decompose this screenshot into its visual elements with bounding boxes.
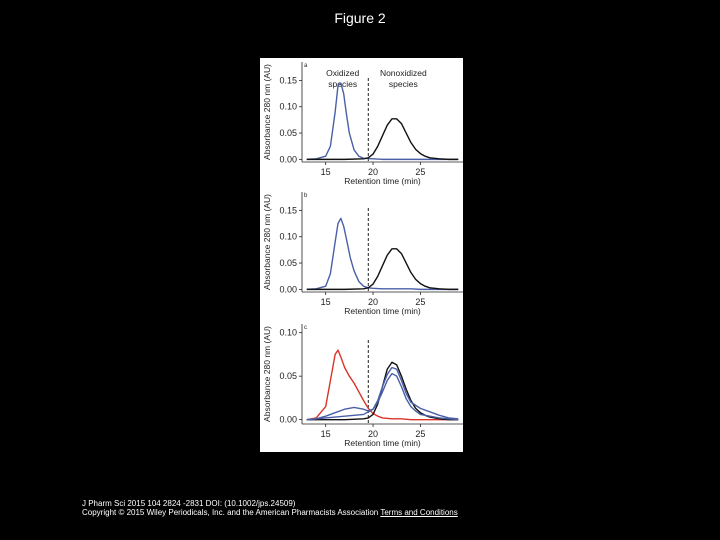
figure-panel: 0.00 0.05 0.10 0.15 15 20 25 Retention time (mi… [260, 58, 463, 452]
figure-caption: J Pharm Sci 2015 104 2824 -2831 DOI: (10… [82, 499, 482, 518]
y-tick-label: 0.05 [279, 258, 297, 268]
y-tick-label: 0.15 [279, 75, 297, 85]
y-tick-label: 0.00 [279, 284, 297, 294]
copyright-line: Copyright © 2015 Wiley Periodicals, Inc.… [82, 507, 482, 518]
x-tick-label: 20 [368, 167, 378, 177]
x-tick-label: 20 [368, 297, 378, 307]
y-tick-label: 0.05 [279, 371, 297, 381]
x-tick-label: 25 [415, 297, 425, 307]
series-line-3 [306, 372, 459, 421]
x-tick-label: 15 [321, 167, 331, 177]
panel-label: a [304, 63, 308, 69]
figure-title: Figure 2 [334, 10, 386, 26]
annotation-oxidized: Oxidized species [326, 68, 359, 89]
x-tick-label: 25 [415, 167, 425, 177]
series-line-0 [306, 349, 459, 421]
copyright-text: Copyright © 2015 Wiley Periodicals, Inc.… [82, 507, 379, 517]
panel-label: b [304, 193, 308, 199]
x-tick-label: 15 [321, 429, 331, 439]
y-axis-title: Absorbance 280 nm (AU) [262, 194, 272, 290]
series-line-0 [306, 217, 459, 291]
series-line-1 [306, 248, 459, 291]
y-tick-label: 0.00 [279, 154, 297, 164]
series-line-2 [306, 366, 459, 421]
x-axis-title: Retention time (min) [344, 306, 421, 316]
x-tick-label: 25 [415, 429, 425, 439]
series-line-0 [306, 82, 459, 161]
x-tick-label: 20 [368, 429, 378, 439]
citation-text: J Pharm Sci 2015 104 2824 -2831 DOI: (10… [82, 499, 296, 508]
terms-link[interactable]: Terms and Conditions [380, 507, 458, 517]
annotation-nonoxidized: Nonoxidized species [380, 68, 427, 89]
y-tick-label: 0.00 [279, 415, 297, 425]
panel-label: c [304, 325, 307, 331]
series-line-1 [306, 118, 459, 161]
x-axis-title: Retention time (min) [344, 438, 421, 448]
y-axis-title: Absorbance 280 nm (AU) [262, 326, 272, 422]
x-tick-label: 15 [321, 297, 331, 307]
y-tick-label: 0.05 [279, 128, 297, 138]
y-tick-label: 0.10 [279, 232, 297, 242]
x-axis-title: Retention time (min) [344, 176, 421, 186]
y-axis-title: Absorbance 280 nm (AU) [262, 64, 272, 160]
y-tick-label: 0.10 [279, 328, 297, 338]
y-tick-label: 0.10 [279, 102, 297, 112]
y-tick-label: 0.15 [279, 205, 297, 215]
